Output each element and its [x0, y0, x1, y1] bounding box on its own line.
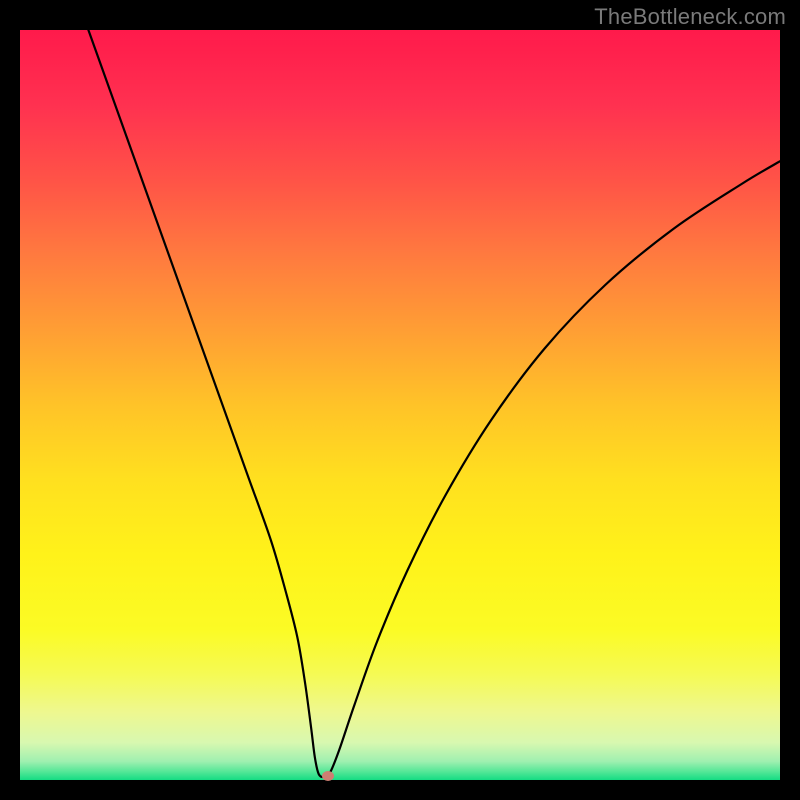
watermark-text: TheBottleneck.com — [594, 4, 786, 30]
bottleneck-curve — [20, 30, 780, 780]
chart-container: TheBottleneck.com — [0, 0, 800, 800]
optimal-point-marker — [322, 771, 334, 781]
plot-area — [20, 30, 780, 780]
